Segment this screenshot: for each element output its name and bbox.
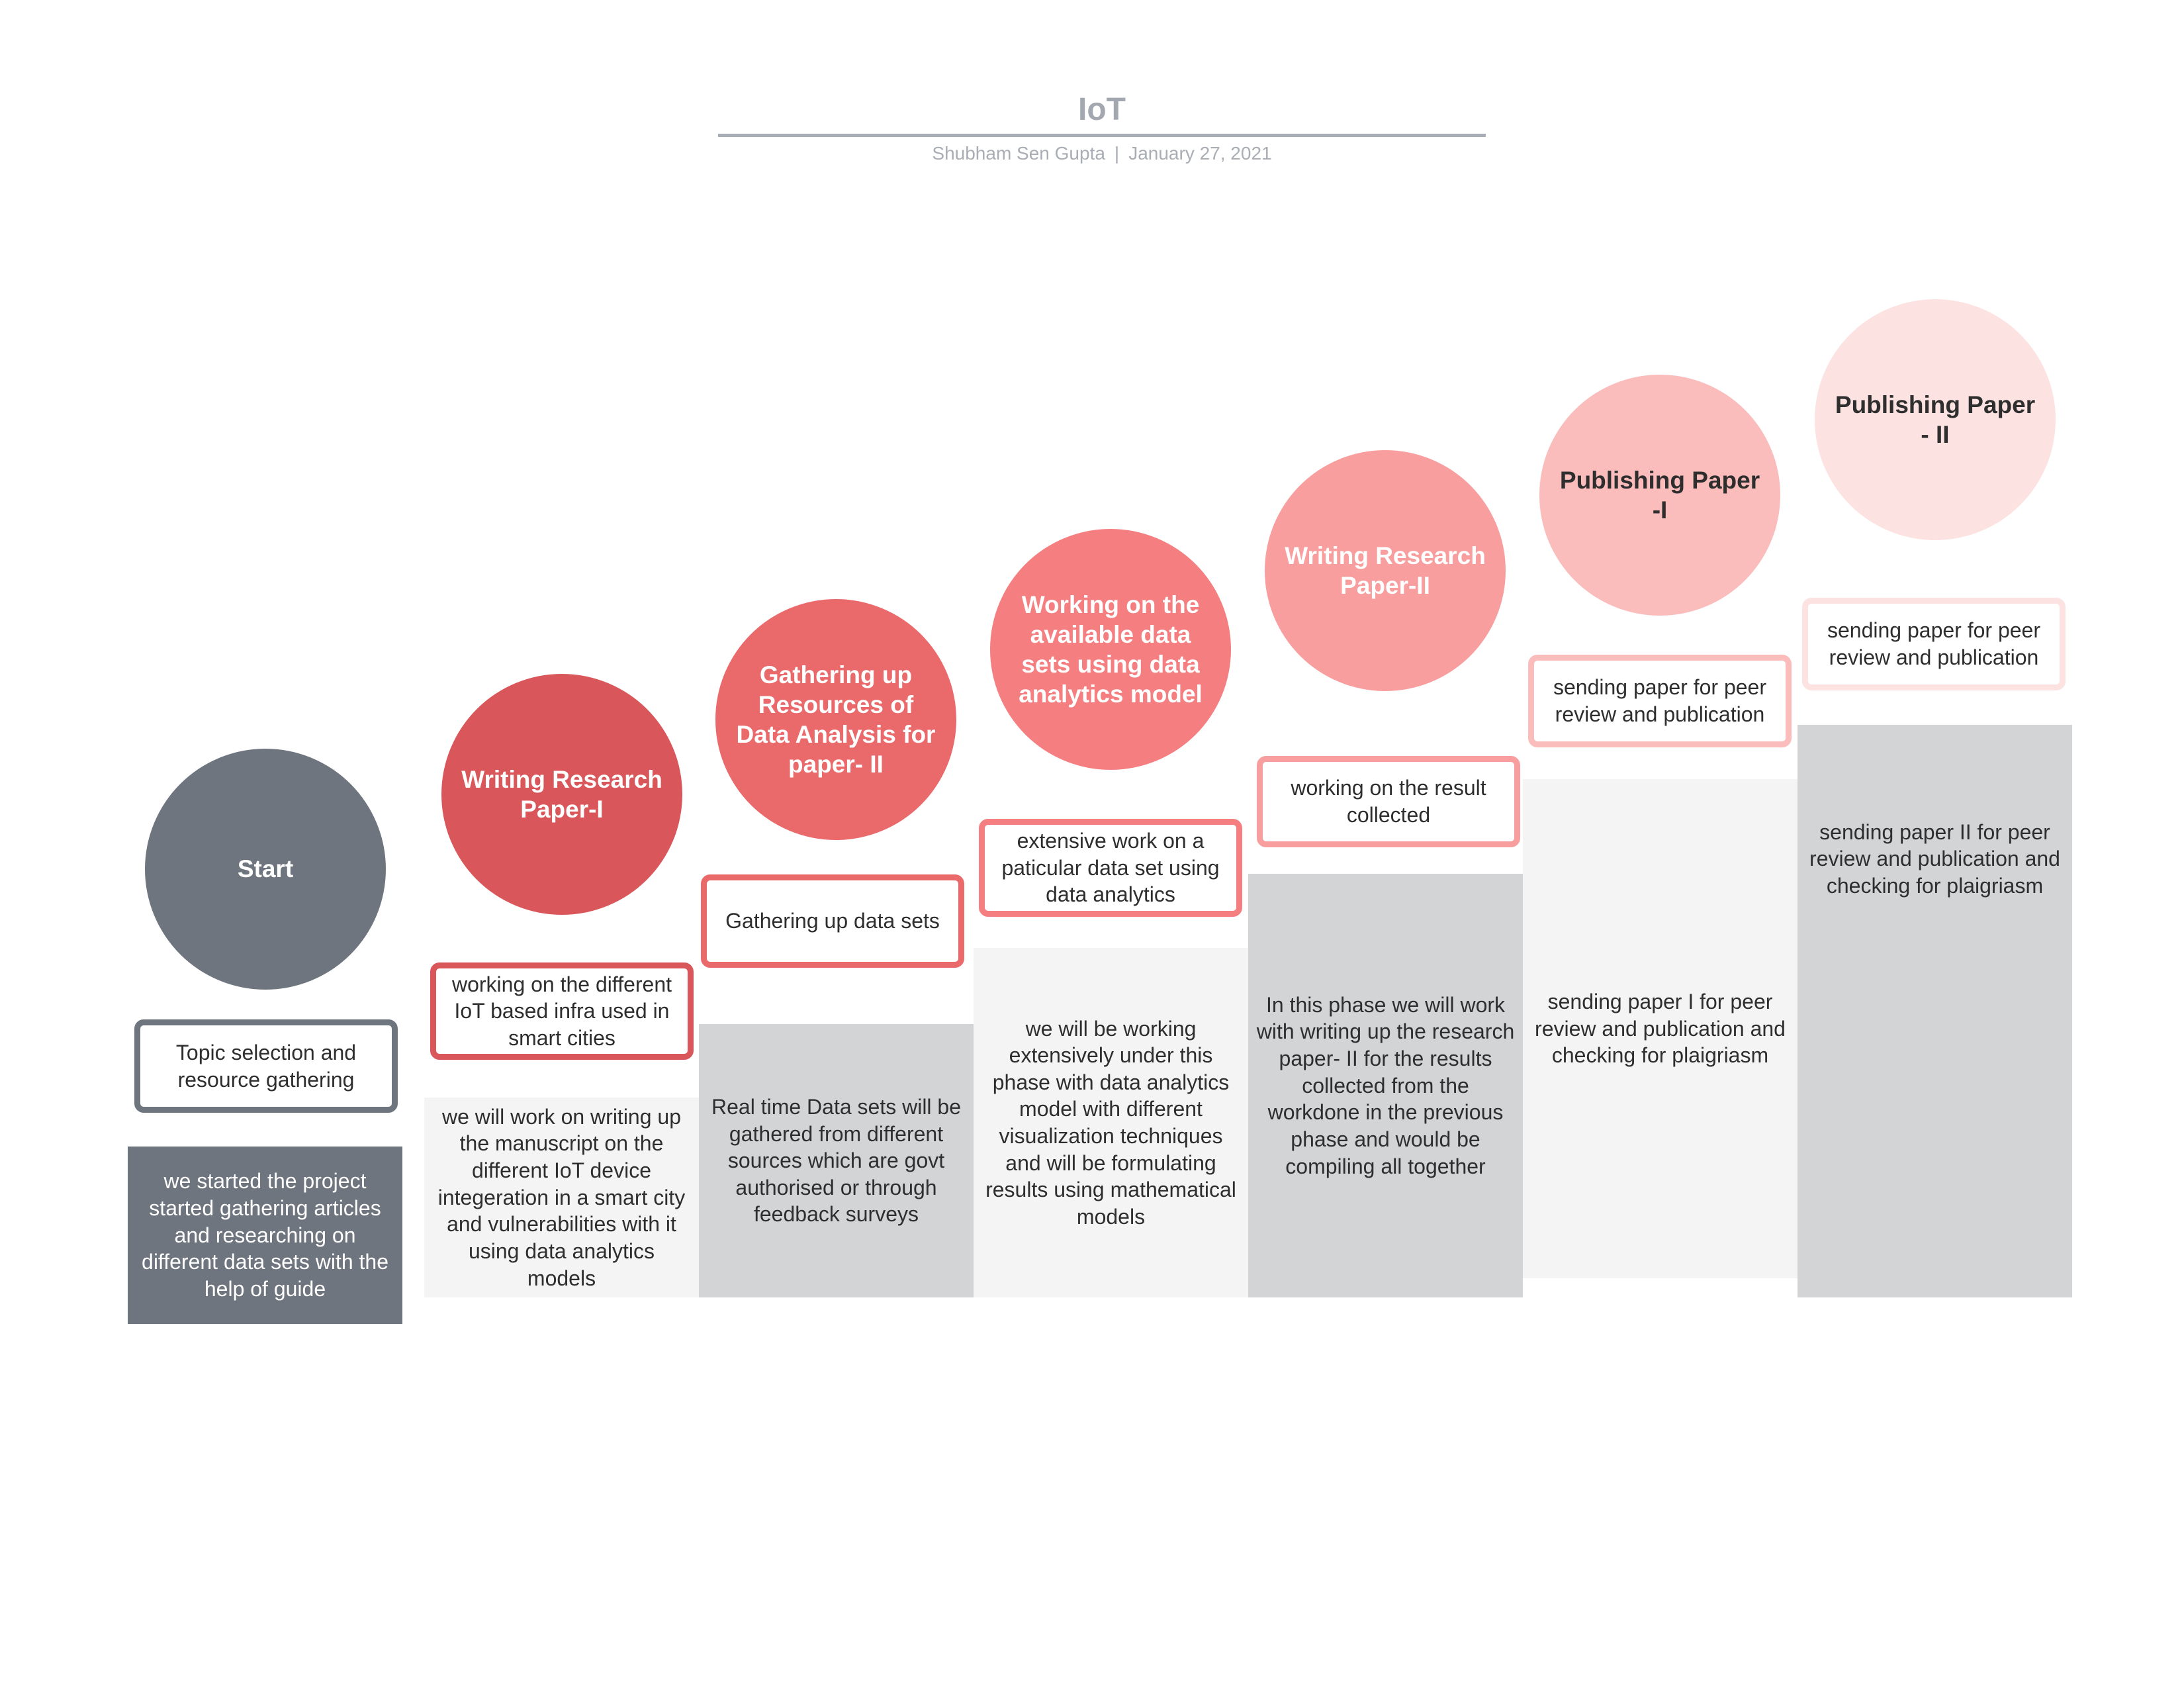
diagram-subtitle: Shubham Sen Gupta | January 27, 2021 — [718, 143, 1486, 164]
step-1-label: working on the different IoT based infra… — [430, 962, 694, 1060]
step-2-label: Gathering up data sets — [701, 874, 964, 968]
step-2-description: Real time Data sets will be gathered fro… — [699, 1024, 974, 1297]
step-6-circle: Publishing Paper - II — [1815, 299, 2056, 540]
step-2-circle: Gathering up Resources of Data Analysis … — [715, 599, 956, 840]
step-5-description: sending paper I for peer review and publ… — [1523, 779, 1797, 1278]
step-4-description: In this phase we will work with writing … — [1248, 874, 1523, 1297]
step-start-description: we started the project started gathering… — [128, 1147, 402, 1324]
step-1-circle: Writing Research Paper-I — [441, 674, 682, 915]
step-5-circle: Publishing Paper -I — [1539, 375, 1780, 616]
step-3-label: extensive work on a paticular data set u… — [979, 819, 1242, 917]
step-5-label: sending paper for peer review and public… — [1528, 655, 1792, 747]
subtitle-separator: | — [1114, 143, 1120, 164]
step-3-circle: Working on the available data sets using… — [990, 529, 1231, 770]
step-6-description: sending paper II for peer review and pub… — [1797, 725, 2072, 1297]
step-4-label: working on the result collected — [1257, 756, 1520, 847]
step-3-description: we will be working extensively under thi… — [974, 948, 1248, 1297]
step-start-circle: Start — [145, 749, 386, 990]
title-underline — [718, 134, 1486, 137]
step-start-label: Topic selection and resource gathering — [134, 1019, 398, 1113]
step-6-label: sending paper for peer review and public… — [1802, 598, 2066, 690]
step-4-circle: Writing Research Paper-II — [1265, 450, 1506, 691]
diagram-date: January 27, 2021 — [1128, 143, 1272, 164]
author-name: Shubham Sen Gupta — [932, 143, 1105, 164]
step-1-description: we will work on writing up the manuscrip… — [424, 1098, 699, 1297]
diagram-title: IoT — [1078, 92, 1126, 127]
